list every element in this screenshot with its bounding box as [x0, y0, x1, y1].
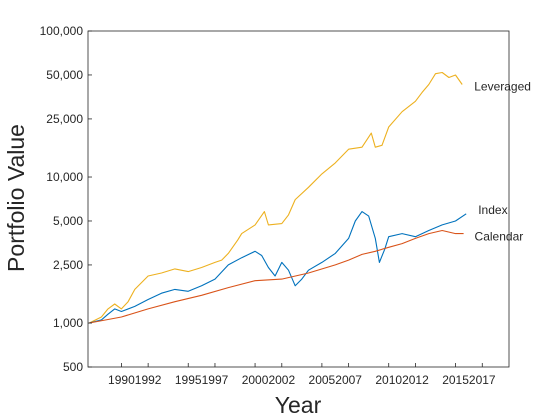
y-tick-label: 1,000: [53, 316, 83, 330]
series-label-index: Index: [478, 203, 507, 217]
x-tick-label: 1992: [135, 373, 162, 387]
x-tick-label: 2005: [309, 373, 336, 387]
series-group: [89, 71, 467, 324]
y-axis-title: Portfolio Value: [3, 124, 29, 272]
y-tick-label: 500: [63, 360, 83, 374]
x-tick-label: 2002: [268, 373, 295, 387]
series-line-leveraged: [89, 71, 463, 324]
x-tick-label: 1997: [202, 373, 229, 387]
plot-area: [87, 30, 510, 368]
x-tick-label: 2017: [469, 373, 496, 387]
y-tick-label: 10,000: [46, 170, 83, 184]
y-tick-label: 25,000: [46, 112, 83, 126]
series-line-index: [89, 211, 467, 324]
y-axis: 500 1,000 2,500 5,000 10,000 25,000 50,000 100,…: [40, 24, 92, 374]
x-tick-label: 1995: [175, 373, 202, 387]
y-tick-label: 2,500: [53, 258, 83, 272]
series-line-calendar: [89, 229, 464, 324]
series-label-calendar: Calendar: [475, 230, 524, 244]
plot-background: [87, 30, 510, 368]
x-tick-label: 2007: [335, 373, 362, 387]
y-tick-label: 100,000: [40, 24, 84, 38]
x-tick-label: 2015: [442, 373, 469, 387]
y-tick-label: 50,000: [46, 68, 83, 82]
y-tick-label: 5,000: [53, 214, 83, 228]
x-tick-label: 1990: [108, 373, 135, 387]
x-tick-label: 2010: [375, 373, 402, 387]
x-tick-label: 2000: [242, 373, 269, 387]
x-tick-label: 2012: [402, 373, 429, 387]
series-label-leveraged: Leveraged: [474, 80, 531, 94]
x-axis-title: Year: [275, 392, 322, 418]
x-axis: 1990 1992 1995 1997 2000 2002 2005 2007 2010 2012…: [108, 363, 496, 387]
series-labels: Leveraged Index Calendar: [474, 80, 531, 244]
